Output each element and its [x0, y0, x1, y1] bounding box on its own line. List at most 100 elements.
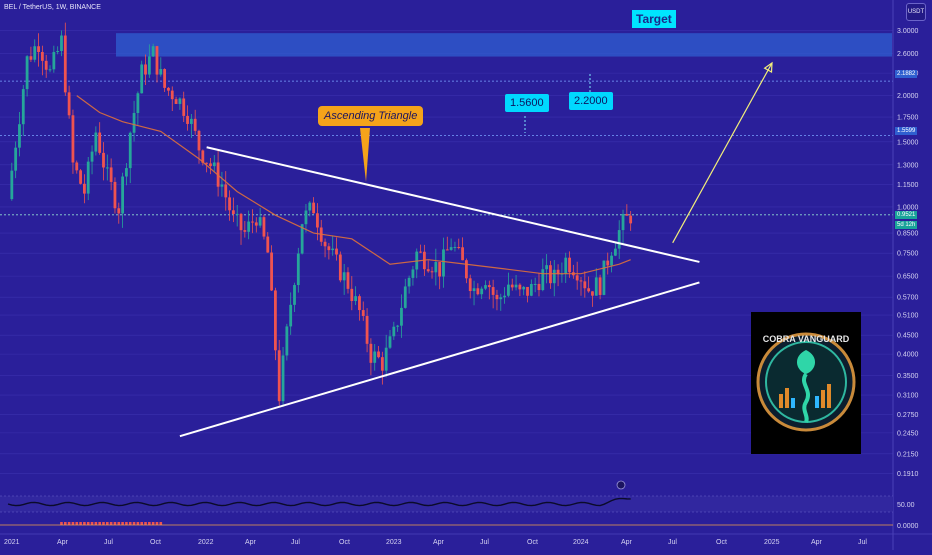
candle-body	[121, 176, 124, 214]
candle-body	[335, 248, 338, 255]
candle-body	[541, 269, 545, 291]
currency-button[interactable]: USDT	[906, 3, 926, 21]
candle-body	[63, 35, 67, 93]
candle-body	[568, 257, 571, 273]
candle-body	[163, 69, 167, 88]
candle-body	[33, 46, 37, 60]
logo-text: COBRA VANGUARD	[763, 334, 850, 344]
price-tag-mid: 1.5599	[895, 127, 918, 135]
candle-body	[400, 307, 403, 326]
x-tick-label: Oct	[339, 539, 350, 546]
candle-body	[235, 213, 239, 215]
candle-body	[587, 288, 591, 292]
x-tick-label: Apr	[245, 539, 257, 546]
y-tick-label: 0.6500	[897, 274, 919, 281]
x-tick-label: Apr	[57, 539, 69, 546]
candle-body	[533, 283, 537, 285]
y-tick-label: 0.2150	[897, 451, 919, 458]
oscillator-level-label: 50.00	[897, 502, 915, 509]
candle-body	[274, 290, 277, 351]
candle-body	[220, 184, 224, 187]
candle-body	[201, 150, 205, 163]
y-tick-label: 0.5100	[897, 313, 919, 320]
y-tick-label: 0.7500	[897, 251, 919, 258]
y-tick-label: 3.0000	[897, 28, 919, 35]
y-tick-label: 0.2450	[897, 430, 919, 437]
candle-body	[312, 202, 315, 214]
histogram-bar	[148, 522, 151, 525]
candle-body	[29, 56, 33, 60]
level-1560-callout: 1.5600	[505, 94, 549, 112]
candle-body	[323, 241, 327, 247]
candle-body	[186, 115, 189, 124]
y-tick-label: 1.7500	[897, 115, 919, 122]
candle-body	[617, 230, 621, 249]
candle-body	[491, 287, 495, 295]
candle-body	[354, 296, 358, 301]
symbol-title: BEL / TetherUS, 1W, BINANCE	[4, 4, 101, 11]
candle-body	[105, 167, 109, 169]
price-tag-upper: 2.1882	[895, 70, 918, 78]
candle-body	[461, 247, 464, 261]
y-tick-label: 1.1500	[897, 182, 919, 189]
candle-body	[151, 46, 155, 57]
y-tick-label: 0.4000	[897, 352, 919, 359]
candle-body	[308, 202, 312, 211]
candle-body	[21, 89, 25, 125]
level-2200-callout: 2.2000	[569, 92, 613, 110]
candle-body	[40, 51, 44, 61]
candle-body	[453, 247, 457, 249]
y-tick-label: 1.0000	[897, 204, 919, 211]
candle-body	[430, 271, 434, 273]
candle-body	[44, 60, 48, 70]
x-tick-label: Oct	[527, 539, 538, 546]
histogram-bar	[94, 522, 98, 525]
candle-body	[575, 275, 579, 281]
y-tick-label: 0.3500	[897, 373, 919, 380]
y-tick-label: 0.1910	[897, 471, 919, 478]
countdown-tag: 5d 12h	[895, 221, 918, 229]
candle-body	[277, 350, 281, 402]
candle-body	[380, 357, 384, 371]
candle-body	[258, 217, 262, 226]
oscillator-line	[7, 497, 631, 507]
candle-body	[606, 260, 610, 266]
candle-body	[438, 262, 442, 277]
y-tick-label: 0.3100	[897, 393, 919, 400]
candle-body	[346, 272, 350, 289]
histogram-bar	[132, 522, 136, 525]
x-tick-label: Jul	[858, 539, 867, 546]
candle-body	[613, 248, 617, 256]
candle-body	[285, 326, 289, 356]
y-tick-label: 2.0000	[897, 93, 919, 100]
candle-body	[136, 93, 140, 113]
candle-body	[510, 284, 514, 288]
y-tick-label: 1.3000	[897, 162, 919, 169]
histogram-bar	[144, 522, 147, 525]
candle-body	[384, 347, 388, 371]
x-tick-label: 2021	[4, 539, 20, 546]
projection-arrow-head	[763, 61, 773, 73]
histogram-bar	[113, 522, 117, 525]
candle-body	[564, 257, 568, 274]
candle-body	[56, 51, 60, 53]
candle-body	[128, 132, 132, 169]
candle-body	[342, 272, 346, 281]
candle-body	[182, 98, 186, 116]
candle-body	[144, 64, 147, 75]
y-tick-label: 2.6000	[897, 51, 919, 58]
candle-body	[518, 284, 522, 290]
x-tick-label: 2025	[764, 539, 780, 546]
candle-body	[457, 247, 461, 249]
oscillator-panel: 50.00 0.0000	[0, 480, 919, 530]
candle-body	[487, 285, 491, 288]
candle-body	[170, 90, 174, 100]
candle-body	[239, 213, 243, 231]
candle-body	[18, 124, 21, 148]
candle-body	[37, 46, 40, 52]
candle-body	[449, 247, 453, 250]
candle-body	[503, 295, 506, 298]
candle-body	[300, 224, 304, 254]
candle-body	[468, 278, 472, 292]
